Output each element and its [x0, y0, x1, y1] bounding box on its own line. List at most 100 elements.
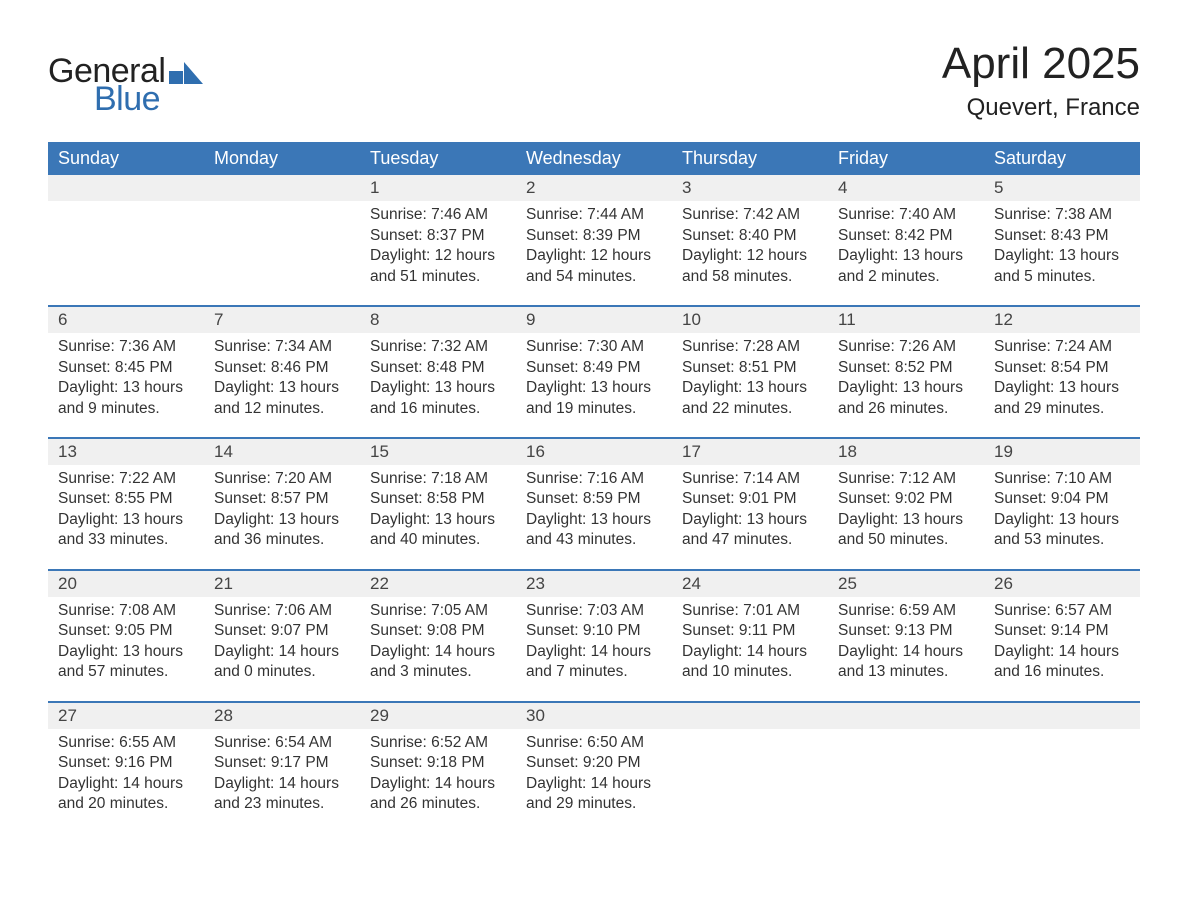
day-cell: Sunrise: 7:32 AMSunset: 8:48 PMDaylight:…: [360, 333, 516, 438]
sunrise-value: 7:14 AM: [743, 470, 800, 487]
day-number: 18: [828, 438, 984, 465]
daylight-line: Daylight: 13 hours and 29 minutes.: [994, 378, 1130, 419]
content-row: Sunrise: 7:36 AMSunset: 8:45 PMDaylight:…: [48, 333, 1140, 438]
sunset-value: 9:04 PM: [1051, 490, 1109, 507]
sunset-value: 8:57 PM: [271, 490, 329, 507]
day-number: 8: [360, 306, 516, 333]
day-cell: Sunrise: 7:46 AMSunset: 8:37 PMDaylight:…: [360, 201, 516, 306]
sunset-value: 8:48 PM: [427, 359, 485, 376]
daylight-line: Daylight: 13 hours and 33 minutes.: [58, 510, 194, 551]
day-cell: Sunrise: 6:54 AMSunset: 9:17 PMDaylight:…: [204, 729, 360, 833]
daylight-label: Daylight:: [994, 247, 1059, 264]
sunrise-label: Sunrise:: [370, 338, 431, 355]
weekday-thursday: Thursday: [672, 142, 828, 175]
daynum-row: 13141516171819: [48, 438, 1140, 465]
sunset-label: Sunset:: [370, 490, 427, 507]
daylight-line: Daylight: 14 hours and 16 minutes.: [994, 642, 1130, 683]
day-cell: Sunrise: 7:44 AMSunset: 8:39 PMDaylight:…: [516, 201, 672, 306]
day-cell: Sunrise: 7:08 AMSunset: 9:05 PMDaylight:…: [48, 597, 204, 702]
sunset-line: Sunset: 9:16 PM: [58, 753, 194, 773]
daylight-line: Daylight: 14 hours and 20 minutes.: [58, 774, 194, 815]
daylight-label: Daylight:: [58, 511, 123, 528]
day-number: 16: [516, 438, 672, 465]
day-number: 5: [984, 175, 1140, 201]
sunset-label: Sunset:: [682, 359, 739, 376]
sunrise-label: Sunrise:: [58, 602, 119, 619]
day-cell: Sunrise: 7:36 AMSunset: 8:45 PMDaylight:…: [48, 333, 204, 438]
sunset-label: Sunset:: [214, 754, 271, 771]
daylight-label: Daylight:: [214, 511, 279, 528]
daylight-label: Daylight:: [370, 775, 435, 792]
day-number: 24: [672, 570, 828, 597]
sunset-line: Sunset: 8:43 PM: [994, 226, 1130, 246]
sunrise-line: Sunrise: 7:32 AM: [370, 337, 506, 357]
day-cell: Sunrise: 7:10 AMSunset: 9:04 PMDaylight:…: [984, 465, 1140, 570]
sunset-label: Sunset:: [682, 490, 739, 507]
sunrise-value: 7:42 AM: [743, 206, 800, 223]
sunrise-label: Sunrise:: [370, 206, 431, 223]
day-number: 21: [204, 570, 360, 597]
empty-cell: [984, 729, 1140, 833]
weekday-wednesday: Wednesday: [516, 142, 672, 175]
daylight-line: Daylight: 12 hours and 54 minutes.: [526, 246, 662, 287]
daynum-row: 20212223242526: [48, 570, 1140, 597]
day-number: 26: [984, 570, 1140, 597]
daynum-row: 12345: [48, 175, 1140, 201]
daylight-label: Daylight:: [682, 511, 747, 528]
daylight-label: Daylight:: [994, 511, 1059, 528]
sunset-label: Sunset:: [682, 227, 739, 244]
location-subtitle: Quevert, France: [942, 94, 1140, 122]
daylight-line: Daylight: 13 hours and 26 minutes.: [838, 378, 974, 419]
sunset-value: 9:07 PM: [271, 622, 329, 639]
sunset-line: Sunset: 9:20 PM: [526, 753, 662, 773]
day-number: 22: [360, 570, 516, 597]
logo-text-blue: Blue: [94, 82, 203, 116]
sunset-label: Sunset:: [994, 490, 1051, 507]
sunset-value: 9:10 PM: [583, 622, 641, 639]
sunset-label: Sunset:: [526, 227, 583, 244]
sunrise-label: Sunrise:: [214, 734, 275, 751]
sunrise-value: 7:34 AM: [275, 338, 332, 355]
daylight-label: Daylight:: [838, 379, 903, 396]
sunset-line: Sunset: 8:55 PM: [58, 489, 194, 509]
sunrise-line: Sunrise: 7:16 AM: [526, 469, 662, 489]
sunset-label: Sunset:: [682, 622, 739, 639]
sunrise-value: 6:55 AM: [119, 734, 176, 751]
daynum-row: 6789101112: [48, 306, 1140, 333]
sunrise-line: Sunrise: 7:28 AM: [682, 337, 818, 357]
page-header: General Blue April 2025 Quevert, France: [48, 40, 1140, 122]
daylight-line: Daylight: 13 hours and 40 minutes.: [370, 510, 506, 551]
sunrise-value: 6:54 AM: [275, 734, 332, 751]
sunrise-value: 7:30 AM: [587, 338, 644, 355]
sunset-value: 9:18 PM: [427, 754, 485, 771]
sunrise-value: 6:57 AM: [1055, 602, 1112, 619]
sunset-value: 8:58 PM: [427, 490, 485, 507]
sunset-line: Sunset: 8:42 PM: [838, 226, 974, 246]
daylight-line: Daylight: 13 hours and 5 minutes.: [994, 246, 1130, 287]
sunset-line: Sunset: 9:08 PM: [370, 621, 506, 641]
day-number: 27: [48, 702, 204, 729]
sunrise-value: 7:03 AM: [587, 602, 644, 619]
sunrise-label: Sunrise:: [838, 338, 899, 355]
sunset-line: Sunset: 9:02 PM: [838, 489, 974, 509]
daylight-line: Daylight: 13 hours and 57 minutes.: [58, 642, 194, 683]
sunset-value: 9:02 PM: [895, 490, 953, 507]
sunset-value: 8:49 PM: [583, 359, 641, 376]
sunset-line: Sunset: 8:57 PM: [214, 489, 350, 509]
day-number: 14: [204, 438, 360, 465]
daylight-line: Daylight: 14 hours and 13 minutes.: [838, 642, 974, 683]
day-number: 7: [204, 306, 360, 333]
sunset-label: Sunset:: [838, 490, 895, 507]
sunrise-value: 7:40 AM: [899, 206, 956, 223]
sunset-line: Sunset: 8:51 PM: [682, 358, 818, 378]
daylight-label: Daylight:: [682, 643, 747, 660]
empty-cell: [204, 201, 360, 306]
sunset-line: Sunset: 9:11 PM: [682, 621, 818, 641]
sunset-label: Sunset:: [838, 359, 895, 376]
sunrise-label: Sunrise:: [214, 338, 275, 355]
empty-cell: [48, 201, 204, 306]
sunset-label: Sunset:: [370, 227, 427, 244]
day-cell: Sunrise: 7:03 AMSunset: 9:10 PMDaylight:…: [516, 597, 672, 702]
sunrise-line: Sunrise: 7:38 AM: [994, 205, 1130, 225]
daylight-label: Daylight:: [214, 643, 279, 660]
